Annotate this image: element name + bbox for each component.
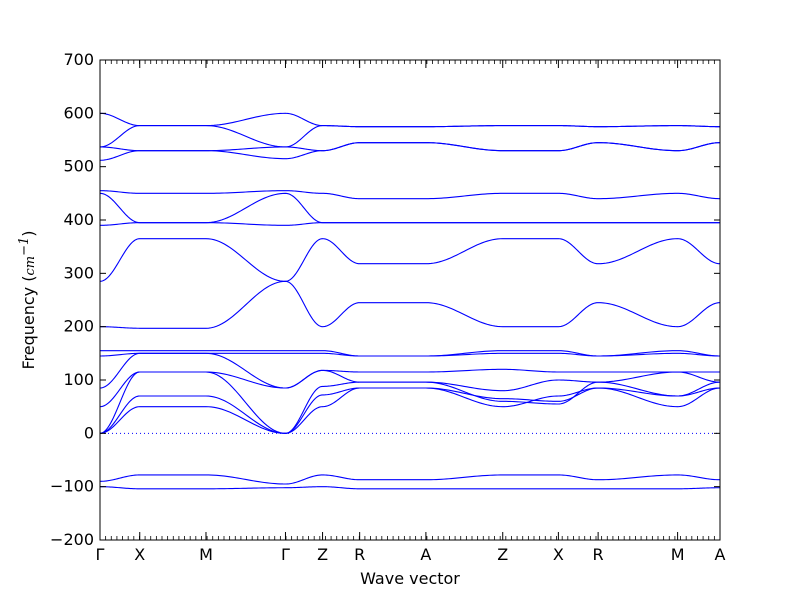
x-tick-label: M: [671, 545, 685, 564]
y-tick-label: 0: [84, 423, 94, 442]
y-tick-label: 200: [63, 317, 94, 336]
y-axis-label-unit: cm: [23, 256, 38, 276]
y-axis-label-unit-exp: −1: [17, 237, 32, 256]
band-line-18: [100, 112, 720, 128]
x-tick-label: A: [420, 545, 431, 564]
y-axis-label-text: Frequency (: [19, 276, 38, 370]
x-tick-label: X: [134, 545, 145, 564]
y-axis-label: Frequency (cm−1): [17, 230, 38, 369]
y-tick-label: −200: [50, 530, 94, 549]
y-tick-label: 400: [63, 210, 94, 229]
band-line-6: [100, 369, 720, 408]
band-line-4: [100, 387, 720, 434]
x-tick-label: Γ: [96, 545, 105, 564]
band-line-2: [100, 474, 720, 485]
y-tick-label: −100: [50, 477, 94, 496]
x-tick-label: X: [553, 545, 564, 564]
band-line-13: [100, 192, 720, 224]
x-tick-label: Z: [317, 545, 328, 564]
band-line-10: [100, 280, 720, 329]
axes-layer: [99, 59, 721, 541]
band-line-16: [100, 142, 720, 152]
y-axis-label-close: ): [19, 230, 38, 236]
text-layer: −200 −100 0 100 200 300 400 500 600 700 Γ X M Γ Z R A Z X R…: [17, 50, 726, 588]
y-tick-label: 600: [63, 103, 94, 122]
y-tick-label: 300: [63, 263, 94, 282]
plot-layer: [100, 112, 720, 490]
y-tick-label: 700: [63, 50, 94, 69]
x-axis-label: Wave vector: [360, 569, 460, 588]
band-line-14: [100, 190, 720, 200]
band-line-1: [100, 486, 720, 490]
x-tick-label: Z: [497, 545, 508, 564]
band-line-11: [100, 238, 720, 282]
x-tick-label: M: [199, 545, 213, 564]
y-tick-label: 500: [63, 157, 94, 176]
x-tick-label: R: [593, 545, 604, 564]
band-line-9: [100, 350, 720, 357]
x-tick-label: A: [715, 545, 726, 564]
y-tick-label: 100: [63, 370, 94, 389]
x-tick-label: Γ: [281, 545, 290, 564]
x-tick-label: R: [354, 545, 365, 564]
